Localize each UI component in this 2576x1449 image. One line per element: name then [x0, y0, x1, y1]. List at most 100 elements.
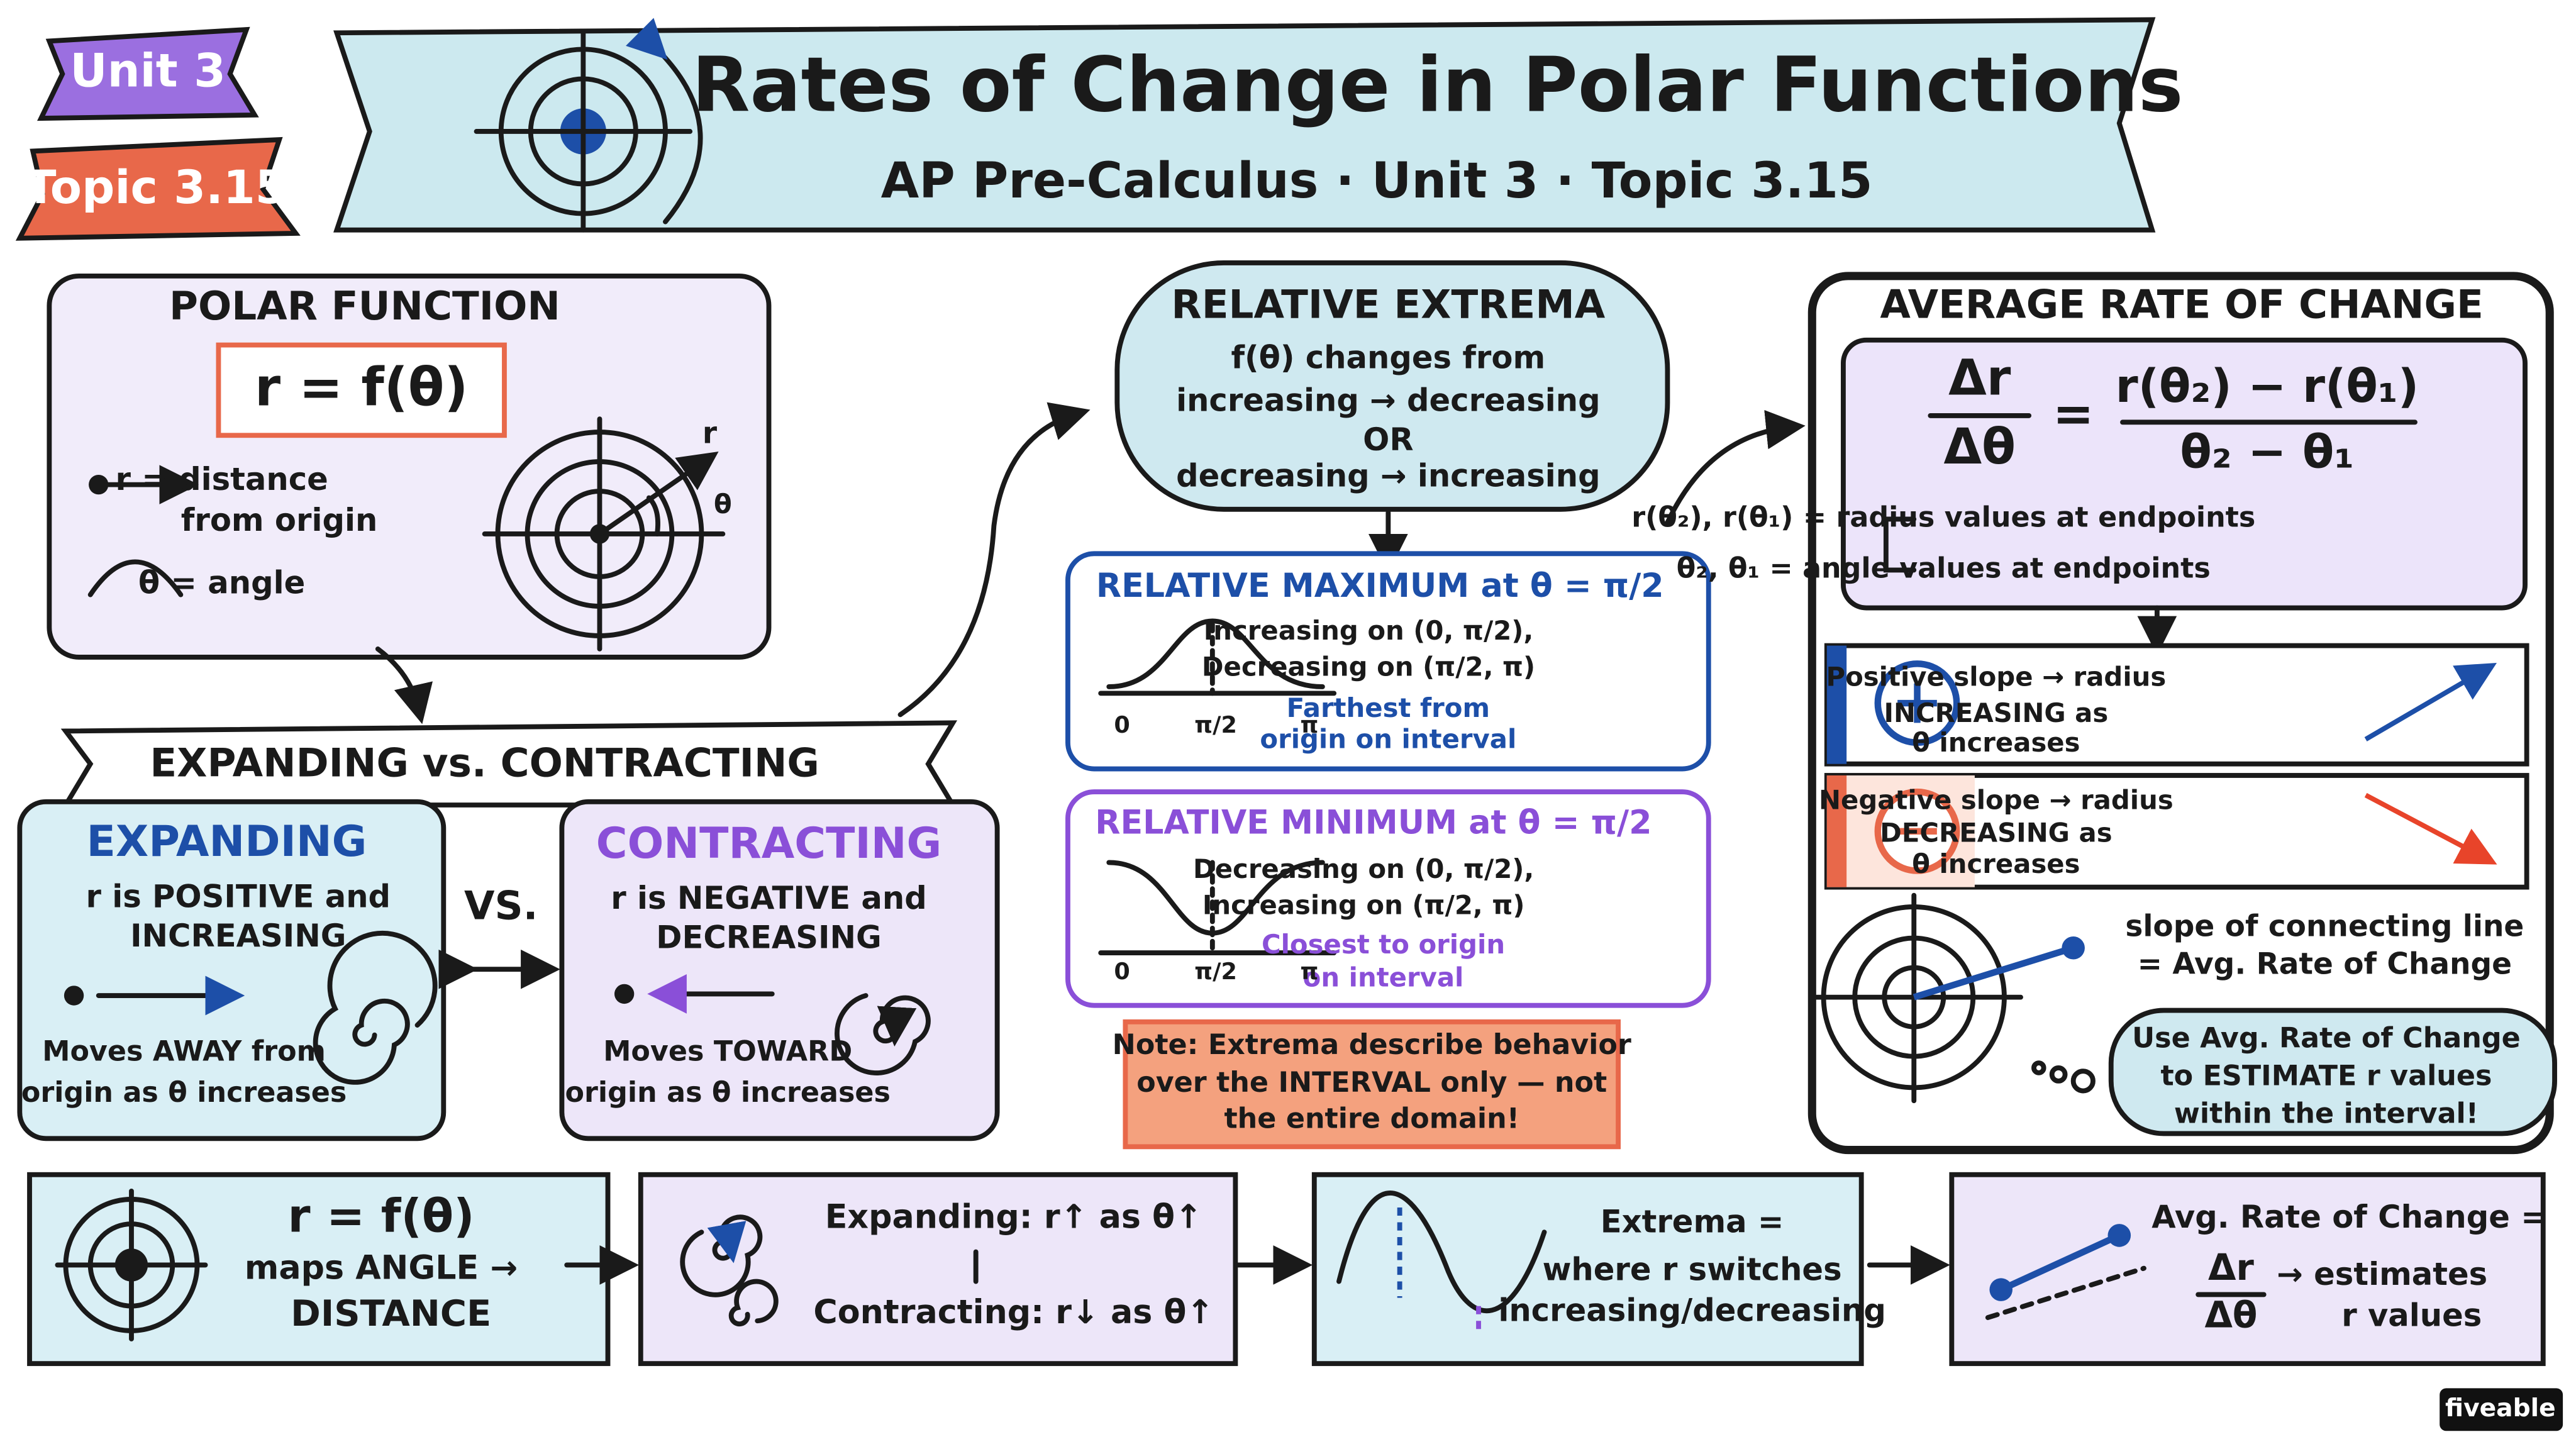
axis-label: π: [1300, 711, 1318, 738]
avg-shape: [2049, 1065, 2068, 1084]
label: Positive slope → radius: [1826, 661, 2166, 692]
avg-shape: [1826, 775, 1847, 887]
label: r(θ₂), r(θ₁) = radius values at endpoint…: [1631, 501, 2255, 533]
summary-text: → estimates: [2277, 1256, 2487, 1292]
avg-shape: [1913, 945, 2075, 1001]
avg-shape: [1841, 337, 2528, 611]
subtitle: AP Pre-Calculus · Unit 3 · Topic 3.15: [881, 152, 1873, 209]
avg-shape: [1883, 516, 1917, 573]
polar-shape: [89, 474, 109, 495]
summary-text: Δθ: [2204, 1294, 2257, 1336]
expanding-shape: [897, 402, 1091, 718]
tip: Use Avg. Rate of Change: [2132, 1023, 2521, 1055]
label: DECREASING: [656, 919, 882, 956]
formula: r(θ₂) − r(θ₁): [2116, 360, 2419, 413]
label: INCREASING: [130, 918, 346, 954]
formula: θ₂ − θ₁: [2180, 426, 2355, 479]
summary-shape: [1999, 1232, 2121, 1293]
label: origin as θ increases: [21, 1077, 347, 1109]
summary-text: r values: [2341, 1297, 2482, 1334]
avg-shape: [1897, 683, 1937, 723]
label: increasing → decreasing: [1176, 382, 1601, 419]
summary-shapes: [27, 1172, 2563, 1431]
label: θ increases: [1912, 848, 2080, 879]
label: OR: [1363, 421, 1413, 458]
label: decreasing → increasing: [1176, 458, 1601, 494]
formula: Δr: [1948, 350, 2011, 407]
polar-shape: [375, 646, 433, 724]
label: Farthest from: [1287, 692, 1490, 723]
avg-shape: [2364, 792, 2497, 865]
diagram-label: r: [702, 416, 718, 451]
polar-shape: [87, 559, 184, 597]
polar-shape: [216, 342, 507, 438]
extrema-shape: [1106, 618, 1325, 689]
label: Decreasing on (0, π/2),: [1193, 853, 1534, 884]
unit-badge: Unit 3: [70, 45, 226, 98]
extrema-shapes: [1065, 260, 1806, 1150]
header-shape: [626, 18, 703, 225]
header-shape: [37, 26, 259, 121]
label: INCREASING as: [1884, 697, 2109, 728]
polar-shape: [646, 495, 660, 536]
extrema-shape: [1123, 1019, 1621, 1150]
summary-text: maps ANGLE →: [245, 1249, 518, 1287]
header-shapes: [15, 17, 2156, 241]
summary-shape: [1336, 1191, 1547, 1313]
extrema-shape: [1065, 551, 1711, 772]
note: Note: Extrema describe behavior: [1113, 1029, 1631, 1061]
axis-label: 0: [1114, 711, 1130, 738]
extrema-shape: [1114, 260, 1670, 512]
axis-label: π: [1300, 958, 1318, 985]
expanding-shape: [614, 984, 635, 1004]
summary-shape: [2107, 1224, 2131, 1247]
section-title: EXPANDING: [87, 817, 367, 867]
expanding-shape: [313, 930, 438, 1085]
section-title: RELATIVE MINIMUM at θ = π/2: [1095, 804, 1652, 841]
note: over the INTERVAL only — not: [1136, 1067, 1607, 1099]
label: from origin: [181, 502, 378, 538]
summary-shape: [638, 1172, 1238, 1367]
axis-label: π/2: [1194, 958, 1237, 985]
brand: fiveable: [2445, 1394, 2556, 1423]
label: origin as θ increases: [565, 1077, 890, 1109]
label: θ = angle: [138, 564, 305, 601]
formula: Δθ: [1944, 418, 2016, 475]
extrema-shape: [1665, 409, 1806, 525]
label: Closest to origin: [1262, 929, 1505, 960]
label: f(θ) changes from: [1231, 340, 1545, 376]
summary-shape: [728, 1279, 779, 1327]
formula: =: [2053, 386, 2094, 443]
expanding-shape: [64, 985, 84, 1006]
section-title: POLAR FUNCTION: [169, 283, 560, 329]
avg-shapes: [1807, 272, 2557, 1155]
expanding-shape: [559, 799, 1000, 1141]
avg-shape: [2108, 1008, 2557, 1136]
summary-text: DISTANCE: [291, 1292, 491, 1335]
header-shape: [333, 17, 2156, 233]
label: origin on interval: [1260, 724, 1516, 755]
title: Rates of Change in Polar Functions: [692, 41, 2183, 129]
label: on interval: [1303, 962, 1464, 992]
axis-label: π/2: [1194, 711, 1237, 738]
label: Moves TOWARD: [603, 1035, 852, 1067]
vs-label: VS.: [464, 883, 538, 929]
summary-shape: [2440, 1388, 2563, 1431]
summary-text: r = f(θ): [287, 1189, 474, 1243]
summary-text: Expanding: r↑ as θ↑: [825, 1198, 1202, 1236]
summary-text: where r switches: [1543, 1251, 1842, 1287]
section-title: CONTRACTING: [596, 819, 942, 869]
summary-text: Δr: [2208, 1246, 2254, 1289]
label: θ increases: [1912, 727, 2080, 758]
label: Decreasing on (π/2, π): [1202, 652, 1535, 682]
note: the entire domain!: [1224, 1103, 1519, 1135]
summary-text: Avg. Rate of Change =: [2151, 1199, 2547, 1235]
avg-shape: [2364, 662, 2497, 741]
summary-text: Extrema =: [1601, 1204, 1784, 1240]
label: Moves AWAY from: [42, 1035, 326, 1067]
summary-shape: [1985, 1265, 2146, 1320]
summary-text: Contracting: r↓ as θ↑: [813, 1294, 1214, 1331]
section-title: AVERAGE RATE OF CHANGE: [1880, 282, 2483, 328]
